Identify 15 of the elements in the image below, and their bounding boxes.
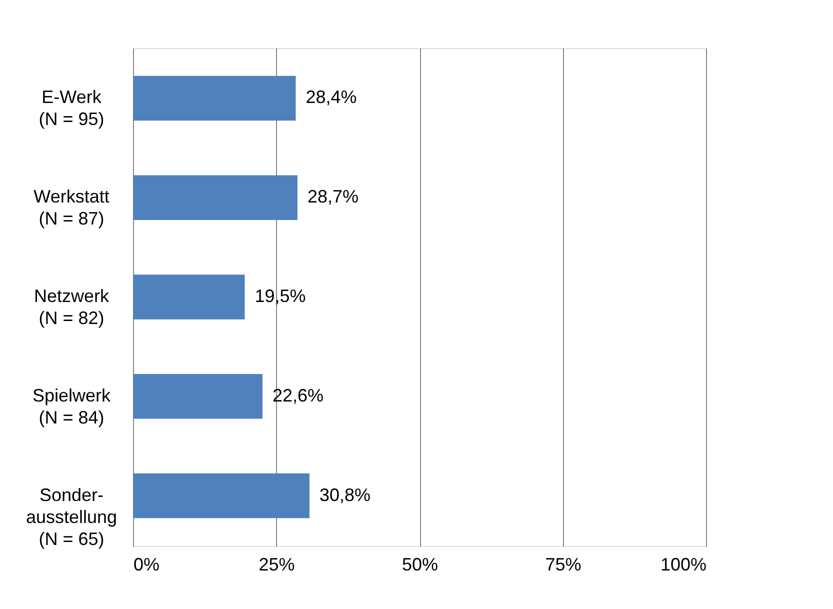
- data-label: 30,8%: [319, 484, 371, 505]
- y-tick-label: E-Werk (N = 95): [38, 87, 104, 130]
- data-label: 28,4%: [306, 87, 357, 108]
- x-tick-label: 25%: [258, 554, 295, 574]
- data-label: 19,5%: [254, 286, 306, 306]
- x-tick-label: 75%: [545, 554, 582, 574]
- y-tick-label: Spielwerk (N = 84): [32, 385, 112, 428]
- y-tick-label: Sonder- ausstellung (N = 65): [26, 484, 118, 549]
- x-tick-label: 100%: [660, 554, 706, 574]
- data-label: 28,7%: [307, 186, 358, 207]
- data-label: 22,6%: [272, 385, 324, 406]
- y-tick-label: Werkstatt (N = 87): [34, 186, 110, 229]
- x-tick-label: 50%: [402, 554, 438, 574]
- x-tick-label: 0%: [134, 554, 160, 574]
- y-tick-label: Netzwerk (N = 82): [34, 286, 110, 328]
